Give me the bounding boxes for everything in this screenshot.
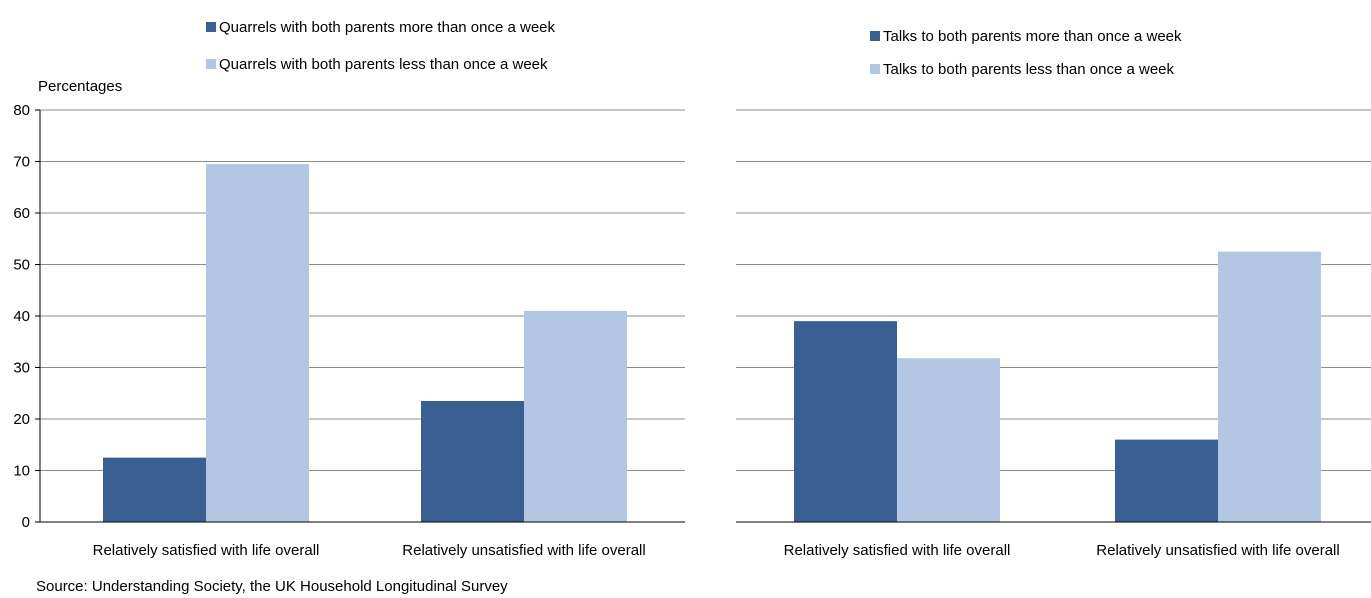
chart-2-category-label: Relatively satisfied with life overall [784,542,1011,559]
chart-1-bar-series1-cat2 [421,400,524,522]
source-note: Source: Understanding Society, the UK Ho… [36,578,508,595]
chart-2-bar-series2-cat2 [1218,251,1321,522]
chart-1-category-label: Relatively unsatisfied with life overall [402,542,645,559]
chart-1-y-tick-label: 60 [13,205,30,222]
chart-2-legend-swatch-2 [870,64,880,74]
chart-1-legend-swatch-2 [206,59,216,69]
chart-2-category-label: Relatively unsatisfied with life overall [1096,542,1339,559]
chart-1-y-tick-label: 70 [13,154,30,171]
chart-1-y-tick-label: 0 [22,514,30,531]
chart-1-category-label: Relatively satisfied with life overall [93,542,320,559]
chart-2-legend-label-1: Talks to both parents more than once a w… [883,28,1182,45]
chart-1-y-tick-label: 80 [13,102,30,119]
chart-2-bar-series1-cat2 [1115,439,1218,522]
chart-2-legend-label-2: Talks to both parents less than once a w… [883,61,1175,78]
chart-1-y-tick-label: 30 [13,360,30,377]
chart-1-y-tick-label: 20 [13,411,30,428]
chart-1-y-tick-label: 40 [13,308,30,325]
chart-1-bar-series1-cat1 [103,457,206,522]
chart-1-y-tick-label: 50 [13,257,30,274]
chart-2-legend-swatch-1 [870,31,880,41]
chart-1-y-axis-label: Percentages [38,78,122,95]
chart-1-legend-label-2: Quarrels with both parents less than onc… [219,56,548,73]
chart-1-y-tick-label: 10 [13,463,30,480]
chart-1-bar-series2-cat1 [206,164,309,522]
chart-1-legend-swatch-1 [206,22,216,32]
chart-2-bar-series2-cat1 [897,358,1000,522]
chart-1-legend-label-1: Quarrels with both parents more than onc… [219,19,556,36]
chart-1-bar-series2-cat2 [524,310,627,522]
chart-2-bar-series1-cat1 [794,321,897,522]
